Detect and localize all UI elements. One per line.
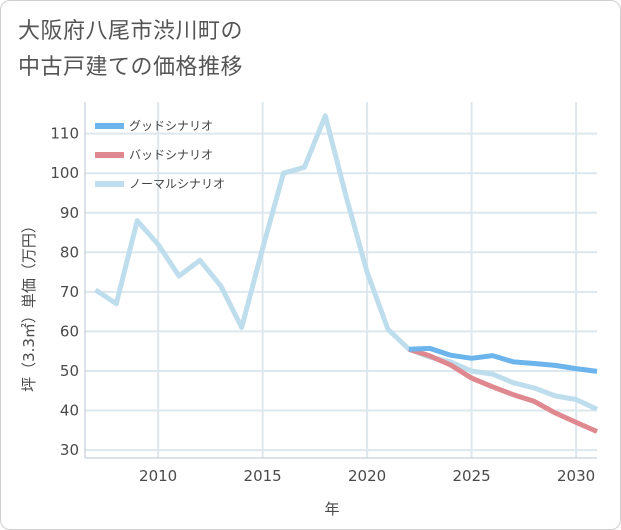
y-tick-label: 100 <box>50 164 79 182</box>
y-tick-label: 50 <box>60 362 79 380</box>
series-line-good <box>408 345 598 374</box>
y-axis-label: 坪（3.3㎡）単価（万円） <box>20 218 38 392</box>
chart-title-line2: 中古戸建ての価格推移 <box>18 55 244 80</box>
plot-area <box>85 102 597 458</box>
y-tick-label: 60 <box>60 322 79 340</box>
y-tick-label: 90 <box>60 204 79 222</box>
chart-title: 大阪府八尾市渋川町の 中古戸建ての価格推移 <box>18 14 243 86</box>
axes: 30 40 50 60 70 80 90 100 110 2010 2015 2020 2025 2030 <box>50 102 597 485</box>
x-tick-label: 2025 <box>453 467 491 485</box>
y-tick-label: 30 <box>60 441 79 459</box>
y-tick-label: 110 <box>50 125 79 143</box>
y-tick-label: 40 <box>60 402 79 420</box>
legend-label: バッドシナリオ <box>129 148 213 162</box>
x-axis-label: 年 <box>324 500 339 518</box>
x-tick-label: 2010 <box>139 467 177 485</box>
x-tick-label: 2015 <box>244 467 282 485</box>
grid <box>85 102 597 458</box>
series-lines <box>94 113 599 434</box>
chart-title-line1: 大阪府八尾市渋川町の <box>18 19 244 44</box>
series-line-bad <box>408 346 598 434</box>
x-tick-label: 2030 <box>557 467 595 485</box>
legend-label: ノーマルシナリオ <box>129 177 225 191</box>
y-tick-label: 70 <box>60 283 79 301</box>
series-line-normal <box>94 113 599 412</box>
x-tick-label: 2020 <box>348 467 386 485</box>
y-tick-label: 80 <box>60 243 79 261</box>
legend-label: グッドシナリオ <box>129 119 213 133</box>
